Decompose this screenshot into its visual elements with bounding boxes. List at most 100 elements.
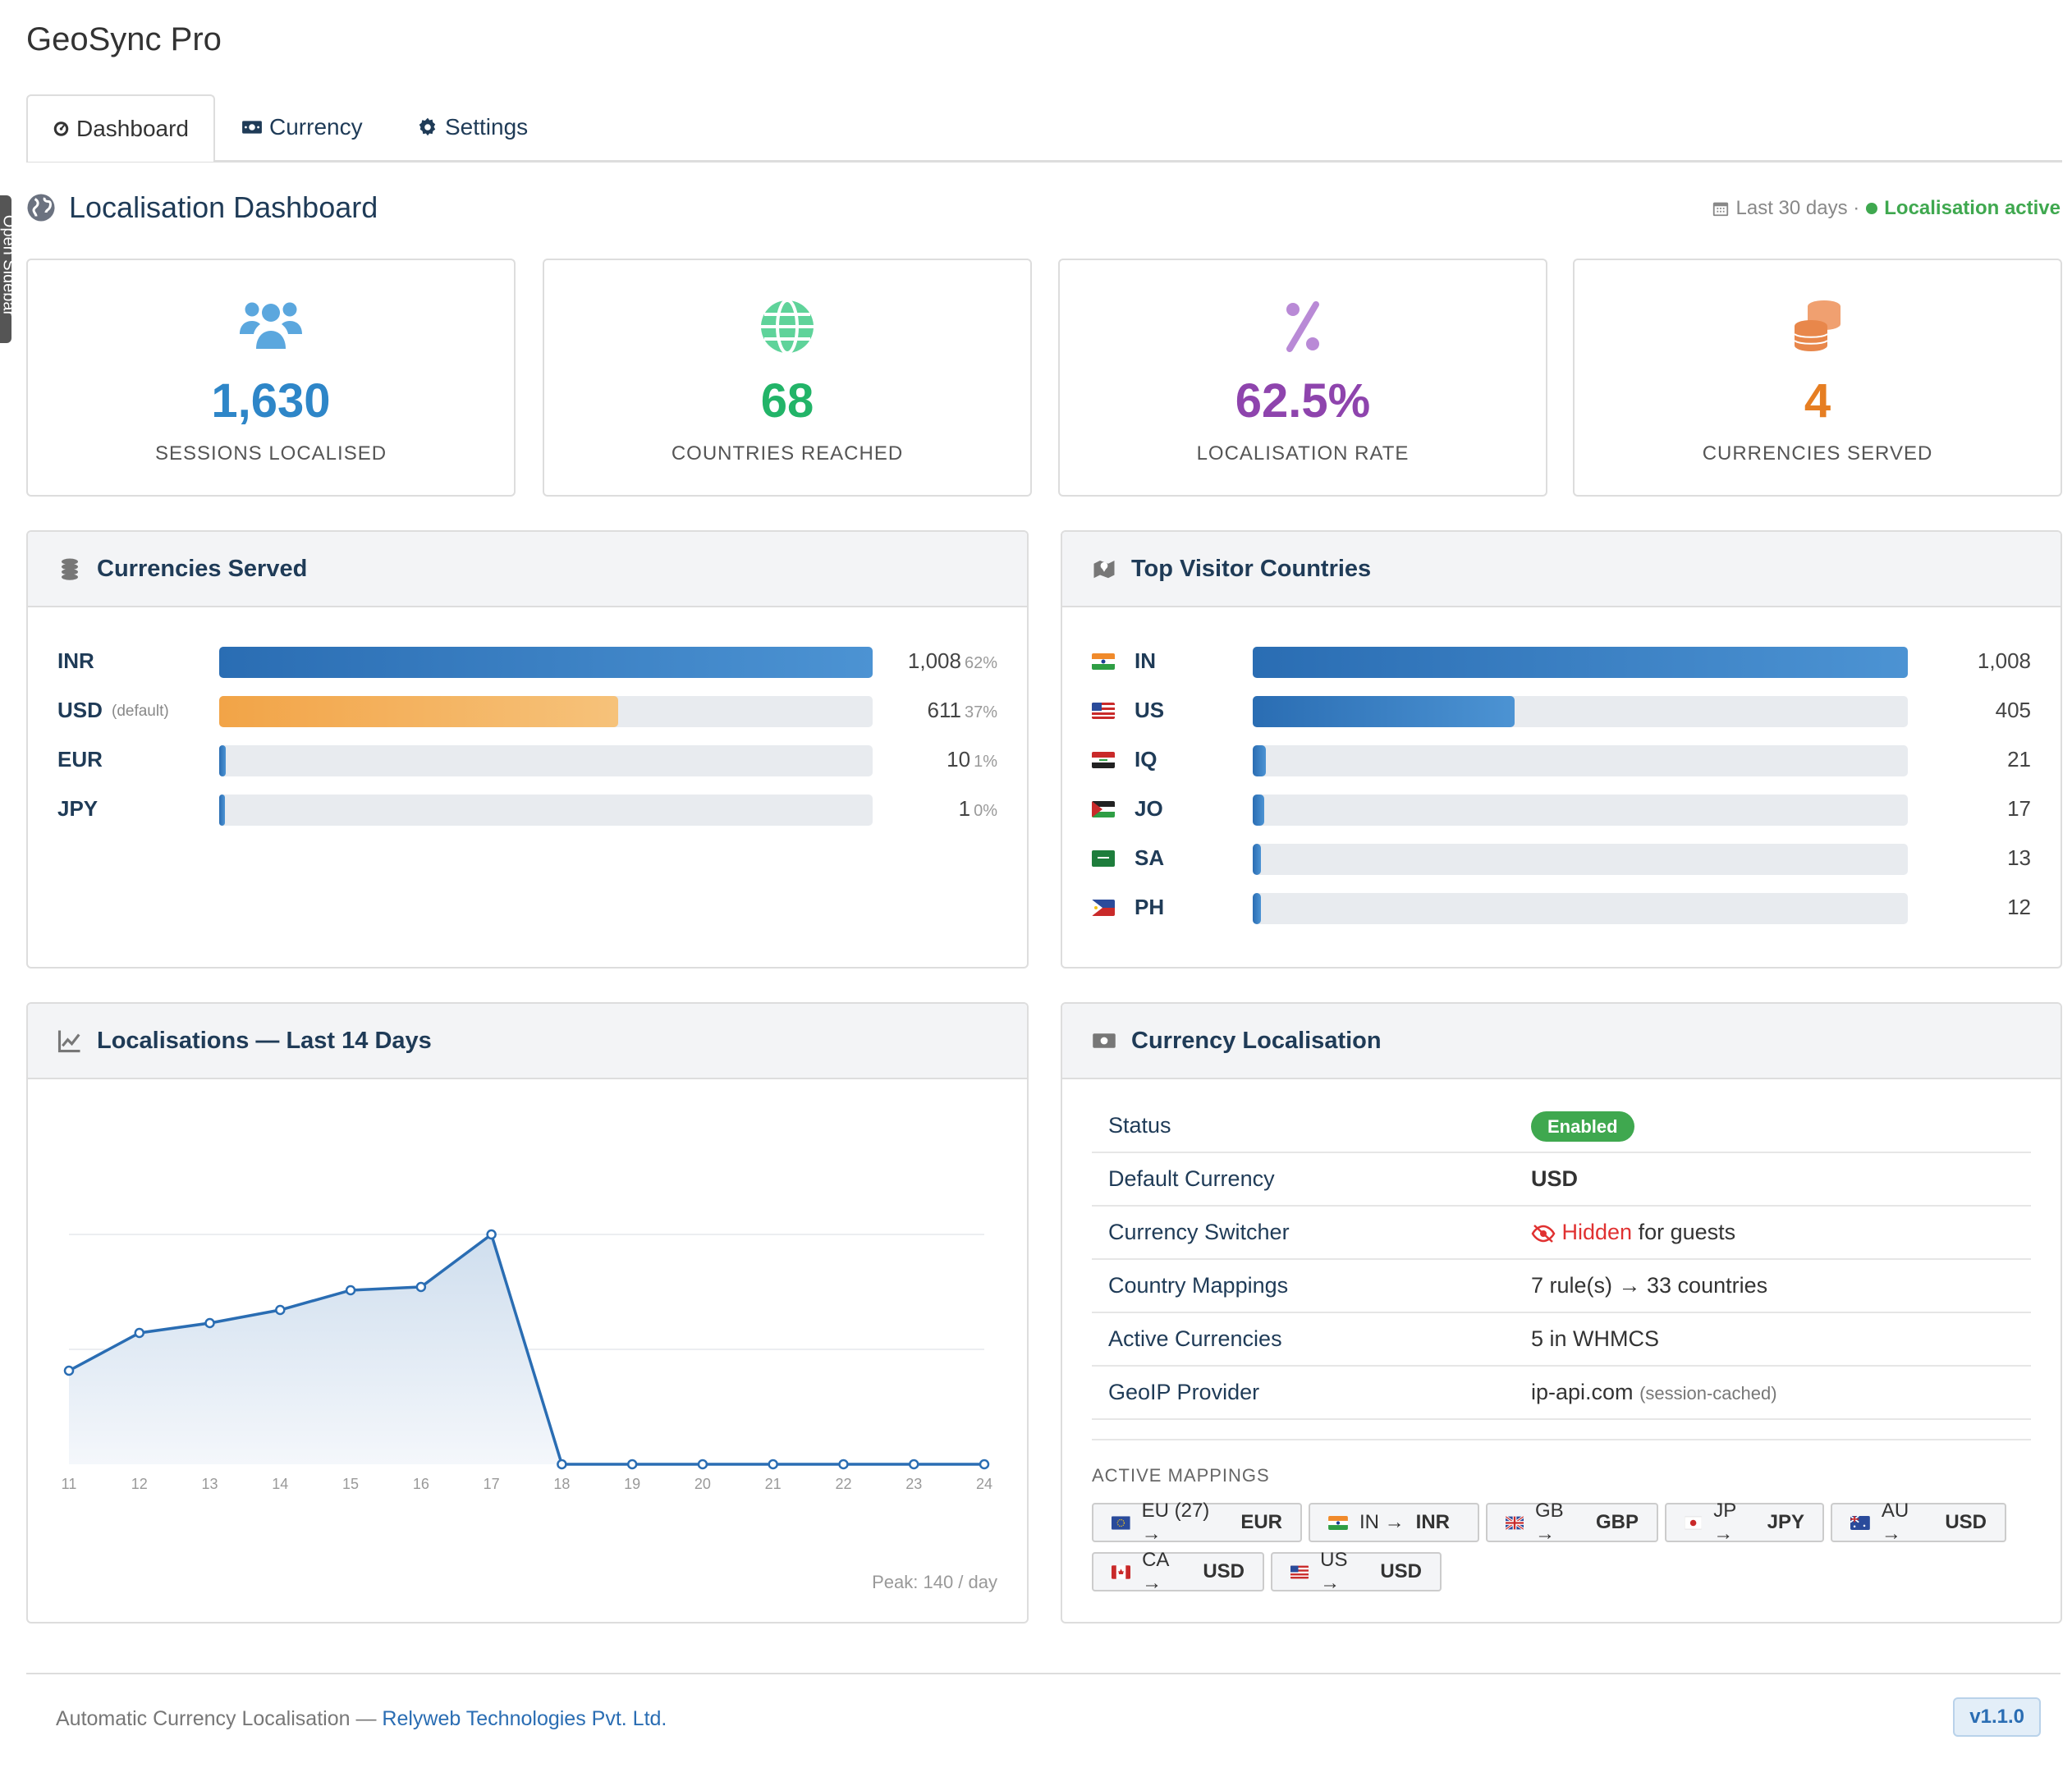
flag-philippines-icon bbox=[1092, 900, 1115, 916]
currency-count: 611 37% bbox=[928, 698, 997, 723]
mapping-chip: CA → USD bbox=[1092, 1549, 1264, 1594]
mapping-to: INR bbox=[1415, 1511, 1451, 1533]
coins-icon bbox=[1794, 300, 1841, 351]
money-bill-icon bbox=[242, 121, 262, 134]
country-count: 405 bbox=[1995, 698, 2031, 722]
dashboard-meta: Last 30 days · Localisation active bbox=[1712, 197, 2061, 220]
country-bar-track bbox=[1253, 647, 1908, 678]
country-bar-track bbox=[1253, 893, 1908, 924]
currency-code: INR bbox=[57, 648, 94, 673]
currency-bar-fill bbox=[219, 647, 873, 678]
coins-icon bbox=[62, 558, 78, 580]
currency-pct: 0% bbox=[974, 802, 997, 820]
x-tick-label: 13 bbox=[202, 1476, 218, 1492]
x-tick-label: 12 bbox=[131, 1476, 148, 1492]
row-country-mappings: Country Mappings 7 rule(s) → 33 countrie… bbox=[1092, 1260, 2031, 1313]
mapping-from: AU → bbox=[1881, 1500, 1909, 1545]
key-country-mappings: Country Mappings bbox=[1108, 1273, 1289, 1298]
users-icon bbox=[240, 302, 302, 349]
value-country-mappings: 7 rule(s) → 33 countries bbox=[1531, 1273, 1768, 1298]
currency-count-value: 1 bbox=[958, 796, 971, 821]
currency-code: USD bbox=[57, 698, 103, 722]
flag-canada-icon bbox=[1112, 1564, 1131, 1579]
chart-point bbox=[626, 1459, 638, 1470]
currency-bar-track bbox=[219, 795, 873, 826]
page-title: Localisation Dashboard bbox=[26, 190, 378, 225]
row-status: Status Enabled bbox=[1092, 1100, 2031, 1153]
tab-bar: Dashboard Currency Settings bbox=[26, 94, 2062, 163]
switcher-rest-label: for guests bbox=[1638, 1220, 1736, 1244]
x-tick-label: 16 bbox=[413, 1476, 429, 1492]
currency-localisation-header: Currency Localisation bbox=[1062, 1004, 2061, 1079]
mapping-from: CA → bbox=[1142, 1549, 1169, 1594]
default-note: (default) bbox=[112, 703, 169, 720]
stat-value-sessions: 1,630 bbox=[211, 374, 331, 428]
country-code: IN bbox=[1135, 648, 1156, 673]
chart-header: Localisations — Last 14 Days bbox=[28, 1004, 1027, 1079]
chart-series-line bbox=[68, 1232, 984, 1466]
stat-label-currencies: CURRENCIES SERVED bbox=[1702, 442, 1933, 465]
geoip-note: (session-cached) bbox=[1639, 1383, 1777, 1404]
mapping-from: IN → bbox=[1359, 1511, 1405, 1533]
country-bar-fill bbox=[1253, 844, 1262, 875]
country-bar-fill bbox=[1253, 745, 1266, 776]
country-row-jo: JO 17 bbox=[1062, 793, 2061, 826]
localisation-settings-table: Status Enabled Default Currency USD Curr… bbox=[1092, 1100, 2031, 1420]
x-tick-label: 11 bbox=[62, 1476, 77, 1492]
tab-dashboard[interactable]: Dashboard bbox=[26, 94, 215, 162]
country-bar-fill bbox=[1253, 795, 1264, 826]
flag-usa-icon bbox=[1290, 1565, 1309, 1578]
row-active-currencies: Active Currencies 5 in WHMCS bbox=[1092, 1313, 2031, 1367]
currency-count: 1 0% bbox=[959, 796, 997, 822]
x-tick-label: 23 bbox=[905, 1476, 922, 1492]
currencies-served-title: Currencies Served bbox=[97, 555, 308, 582]
eye-slash-icon bbox=[1531, 1224, 1556, 1243]
stat-value-countries: 68 bbox=[760, 374, 814, 428]
value-active-currencies: 5 in WHMCS bbox=[1531, 1326, 1660, 1351]
currency-row-inr: INR 1,008 62% bbox=[28, 645, 1027, 678]
mapping-from: JP → bbox=[1713, 1500, 1736, 1545]
currencies-served-panel: Currencies Served INR 1,008 62% USD 611 37% (d… bbox=[26, 530, 1029, 969]
tab-settings[interactable]: Settings bbox=[392, 94, 557, 160]
page-title-text: Localisation Dashboard bbox=[69, 190, 378, 224]
stat-value-rate: 62.5% bbox=[1235, 374, 1371, 428]
tab-currency[interactable]: Currency bbox=[217, 94, 389, 160]
country-row-sa: SA 13 bbox=[1062, 842, 2061, 875]
x-tick-label: 15 bbox=[342, 1476, 359, 1492]
currency-count: 10 1% bbox=[947, 747, 997, 772]
mapping-to: GBP bbox=[1595, 1511, 1639, 1533]
country-code: US bbox=[1135, 698, 1165, 722]
x-tick-label: 22 bbox=[835, 1476, 851, 1492]
currency-pct: 62% bbox=[964, 654, 997, 672]
localisations-chart: 11 12 13 14 15 16 17 18 19 20 21 22 23 24 bbox=[62, 1229, 992, 1492]
currency-row-usd: USD 611 37% (default) bbox=[28, 694, 1027, 727]
country-count: 12 bbox=[2007, 895, 2031, 919]
x-tick-label: 17 bbox=[484, 1476, 500, 1492]
country-count: 21 bbox=[2007, 747, 2031, 772]
country-bar-fill bbox=[1253, 893, 1261, 924]
country-row-in: IN 1,008 bbox=[1062, 645, 2061, 678]
calendar-icon bbox=[1712, 202, 1728, 217]
country-count: 13 bbox=[2007, 845, 2031, 870]
globe-icon bbox=[27, 194, 55, 222]
stat-value-currencies: 4 bbox=[1804, 374, 1831, 428]
country-code: SA bbox=[1135, 845, 1165, 870]
footer-text: Automatic Currency Localisation — Relywe… bbox=[56, 1707, 667, 1731]
chart-point bbox=[415, 1281, 427, 1293]
chart-point bbox=[275, 1304, 286, 1316]
active-mappings-title: ACTIVE MAPPINGS bbox=[1092, 1465, 1270, 1486]
currency-count-value: 1,008 bbox=[907, 648, 961, 673]
mapping-chip: EU (27) → EUR bbox=[1092, 1500, 1302, 1545]
country-row-ph: PH 12 bbox=[1062, 891, 2061, 924]
period-label: Last 30 days · bbox=[1735, 197, 1860, 219]
stat-card-rate: 62.5% LOCALISATION RATE bbox=[1058, 259, 1547, 497]
top-countries-header: Top Visitor Countries bbox=[1062, 532, 2061, 607]
flag-uk-icon bbox=[1506, 1515, 1524, 1530]
open-sidebar-tab[interactable]: Open Sidebar bbox=[0, 195, 18, 343]
chart-point bbox=[908, 1459, 919, 1470]
map-marker-icon bbox=[1093, 561, 1115, 579]
footer-company-link[interactable]: Relyweb Technologies Pvt. Ltd. bbox=[382, 1707, 667, 1730]
currency-pct: 1% bbox=[974, 753, 997, 771]
percent-icon bbox=[1286, 301, 1319, 352]
country-row-us: US 405 bbox=[1062, 694, 2061, 727]
